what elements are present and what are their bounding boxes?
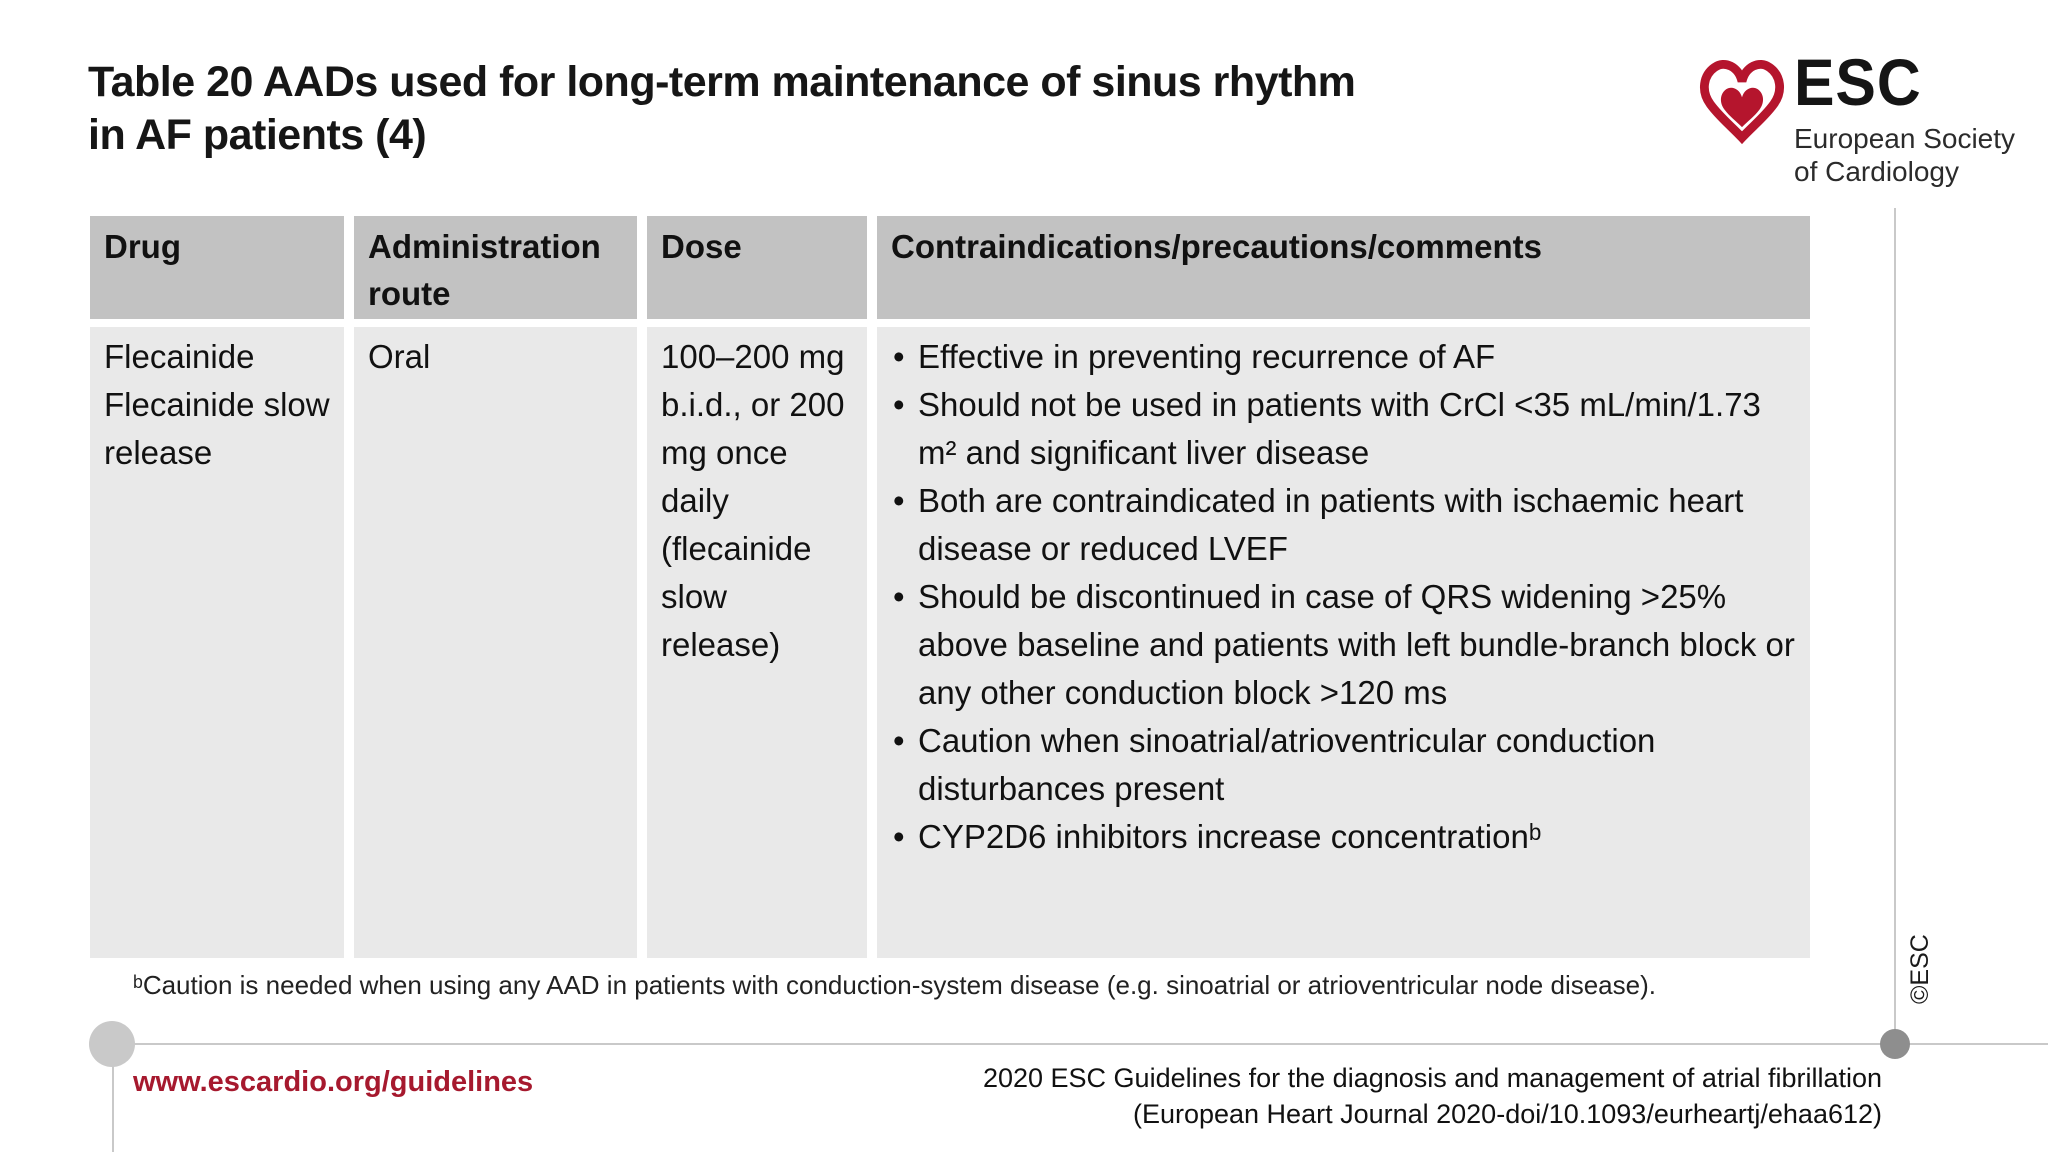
contraindication-bullet-item: Effective in preventing recurrence of AF (891, 333, 1796, 381)
right-footer-circle (1880, 1029, 1910, 1059)
footer-horizontal-divider (112, 1043, 2048, 1045)
guidelines-link[interactable]: www.escardio.org/guidelines (133, 1066, 534, 1098)
drug-name: Flecainide (104, 338, 255, 375)
administration-route-cell: Oral (354, 327, 637, 958)
drug-cell: Flecainide Flecainide slow release (90, 327, 344, 958)
citation-line2: (European Heart Journal 2020-doi/10.1093… (1132, 1099, 1882, 1129)
left-footer-circle (89, 1021, 135, 1067)
esc-logo-subtitle: European Society of Cardiology (1794, 122, 2015, 188)
page-title: Table 20 AADs used for long-term mainten… (88, 56, 1588, 162)
contraindication-bullet-item: Should be discontinued in case of QRS wi… (891, 573, 1796, 717)
aad-table: Drug Administration route Dose Contraind… (90, 216, 1810, 958)
column-header-dose: Dose (647, 216, 867, 319)
drug-name: Flecainide slow release (104, 386, 330, 471)
column-header-drug: Drug (90, 216, 344, 319)
citation: 2020 ESC Guidelines for the diagnosis an… (800, 1060, 1882, 1132)
column-header-contraindications: Contraindications/precautions/comments (877, 216, 1810, 319)
contraindication-bullet-item: CYP2D6 inhibitors increase concentration… (891, 813, 1796, 861)
esc-logo-subtitle-line1: European Society (1794, 123, 2016, 154)
dose-cell: 100–200 mg b.i.d., or 200 mg once daily … (647, 327, 867, 958)
contraindication-bullet-item: Both are contraindicated in patients wit… (891, 477, 1796, 573)
esc-heart-icon (1698, 54, 1786, 163)
esc-logo-subtitle-line2: of Cardiology (1794, 156, 1959, 187)
footnote: ᵇCaution is needed when using any AAD in… (133, 970, 1656, 1000)
esc-copyright-vertical: ©ESC (1906, 934, 1934, 1004)
citation-line1: 2020 ESC Guidelines for the diagnosis an… (982, 1063, 1882, 1093)
page-title-line2: in AF patients (4) (88, 111, 427, 159)
page-title-line1: Table 20 AADs used for long-term mainten… (88, 58, 1356, 106)
contraindications-cell: Effective in preventing recurrence of AF… (877, 327, 1810, 958)
left-vertical-divider (112, 1044, 114, 1152)
right-vertical-divider (1894, 208, 1896, 1044)
column-header-administration-route: Administration route (354, 216, 637, 319)
contraindication-bullet-item: Caution when sinoatrial/atrioventricular… (891, 717, 1796, 813)
esc-logo-text: ESC (1794, 45, 1922, 119)
contraindication-bullet-item: Should not be used in patients with CrCl… (891, 381, 1796, 477)
